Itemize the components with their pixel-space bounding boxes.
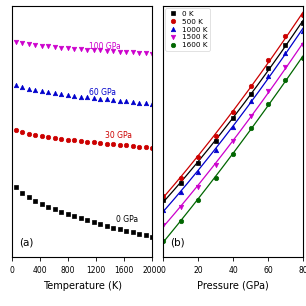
Text: 30 GPa: 30 GPa [105,131,132,140]
Line: 1600 K: 1600 K [161,56,305,243]
Text: 0 GPa: 0 GPa [116,215,138,224]
500 K [266,58,270,62]
500 K [249,84,252,88]
1600 K [284,78,287,82]
1500 K [301,43,305,47]
1500 K [249,114,252,118]
1600 K [161,239,165,242]
1000 K [161,208,165,211]
1500 K [196,185,200,188]
Line: 1000 K: 1000 K [161,28,305,212]
1500 K [179,205,182,209]
Text: 100 GPa: 100 GPa [89,42,121,51]
1600 K [249,127,252,130]
1000 K [301,29,305,33]
1600 K [231,152,235,156]
1500 K [161,223,165,227]
500 K [214,134,218,137]
Legend: 0 K, 500 K, 1000 K, 1500 K, 1600 K: 0 K, 500 K, 1000 K, 1500 K, 1600 K [165,8,210,51]
Text: 60 GPa: 60 GPa [89,88,116,97]
500 K [161,194,165,198]
1000 K [179,190,182,194]
0 K [266,66,270,70]
1500 K [231,139,235,143]
1500 K [214,163,218,167]
0 K [196,161,200,165]
1600 K [214,176,218,180]
0 K [179,181,182,185]
1600 K [266,102,270,106]
1000 K [214,148,218,152]
1500 K [284,65,287,69]
Text: (a): (a) [19,237,34,247]
1000 K [266,75,270,78]
1000 K [249,99,252,103]
1000 K [231,125,235,129]
1600 K [196,199,200,202]
0 K [231,117,235,120]
1600 K [301,56,305,60]
0 K [249,92,252,95]
0 K [301,21,305,24]
0 K [214,139,218,143]
1500 K [266,89,270,93]
500 K [179,176,182,180]
Line: 1500 K: 1500 K [161,43,305,227]
1600 K [179,220,182,223]
0 K [161,199,165,202]
500 K [284,34,287,38]
500 K [301,13,305,17]
Line: 500 K: 500 K [161,13,305,198]
X-axis label: Pressure (GPa): Pressure (GPa) [197,281,269,291]
1000 K [284,51,287,54]
Text: (b): (b) [170,237,185,247]
X-axis label: Temperature (K): Temperature (K) [43,281,121,291]
0 K [284,43,287,47]
500 K [231,110,235,114]
1000 K [196,170,200,174]
Line: 0 K: 0 K [161,20,305,203]
500 K [196,155,200,159]
